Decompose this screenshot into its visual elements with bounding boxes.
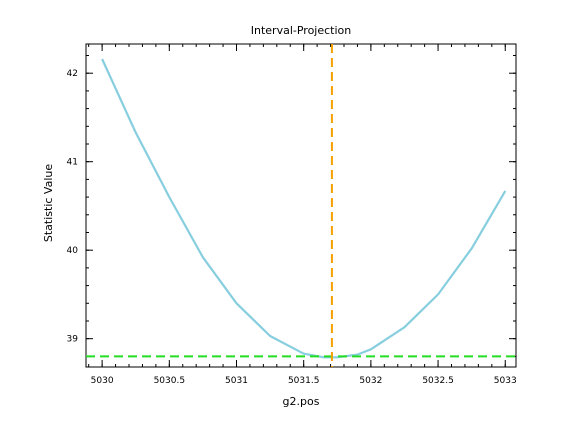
- x-tick-label: 5030: [91, 376, 114, 386]
- x-tick-label: 5030.5: [154, 376, 186, 386]
- statistic-curve: [101, 58, 507, 359]
- y-tick-label: 41: [67, 158, 78, 168]
- plot-area: 5030 5030.5 5031 5031.5 5032 5032.5 5033 39 40 41…: [67, 43, 517, 386]
- x-tick-label: 5031.5: [288, 376, 320, 386]
- chart-title: Interval-Projection: [251, 24, 352, 37]
- y-tick-label: 39: [67, 335, 79, 345]
- x-axis-label: g2.pos: [283, 395, 320, 408]
- x-tick-label: 5031: [225, 376, 248, 386]
- x-tick-label: 5032.5: [422, 376, 454, 386]
- y-axis-label: Statistic Value: [42, 164, 55, 242]
- x-tick-label: 5032: [359, 376, 382, 386]
- x-tick-label: 5033: [494, 376, 517, 386]
- y-tick-label: 40: [67, 246, 79, 256]
- plot-frame: [85, 43, 517, 368]
- y-tick-label: 42: [67, 69, 78, 79]
